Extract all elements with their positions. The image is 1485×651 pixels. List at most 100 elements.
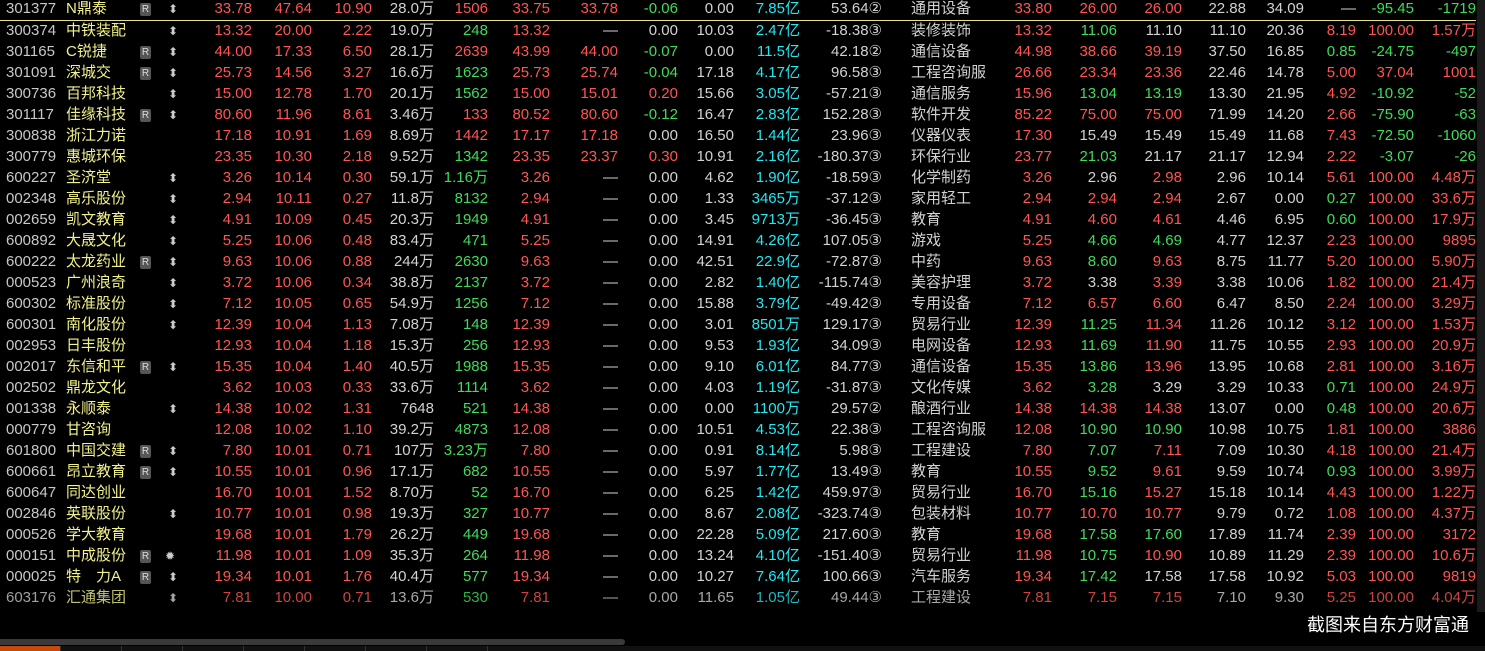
pe-cell: 22.38③	[831, 420, 882, 440]
tab[interactable]	[183, 646, 244, 651]
table-row[interactable]: 002502 鼎龙文化 3.62 10.03 0.33 33.6万 1114 3.62 — 0.0…	[0, 378, 1485, 399]
table-row[interactable]: 603176 汇通集团 ⬍ 7.81 10.00 0.71 13.6万 530 7.81 — 0.0…	[0, 588, 1485, 609]
volume: 39.2万	[389, 421, 434, 438]
tick-volume: 1949	[454, 211, 488, 228]
stock-name[interactable]: 英联股份	[66, 505, 127, 522]
volume: 38.8万	[389, 274, 434, 291]
table-row[interactable]: 000526 学大教育 19.68 10.01 1.79 26.2万 449 19.68 — 0.…	[0, 525, 1485, 546]
stock-name[interactable]: 南化股份	[66, 316, 127, 333]
stock-name[interactable]: 学大教育	[66, 526, 127, 543]
amplitude: 11.29	[1267, 547, 1304, 564]
table-row[interactable]: 002659 凯文教育 ⬍ 4.91 10.09 0.45 20.3万 1949 4.91 — 0.…	[0, 210, 1485, 231]
table-row[interactable]: 001338 永顺泰 ⬍ 14.38 10.02 1.31 7648 521 14.38 — 0.0…	[0, 399, 1485, 420]
horizontal-scrollbar[interactable]	[0, 639, 625, 645]
stock-name[interactable]: 同达创业	[66, 484, 127, 501]
table-row[interactable]: 600302 标准股份 ⬍ 7.12 10.05 0.65 54.9万 1256 7.12 — 0.…	[0, 294, 1485, 315]
stock-code: 603176	[6, 589, 57, 606]
table-row[interactable]: 301165 C锐捷 R ⬍ 44.00 17.33 6.50 28.1万 2639 43.99 4…	[0, 42, 1485, 63]
low-price: 26.00	[1079, 0, 1117, 17]
tab[interactable]	[427, 646, 488, 651]
stock-name[interactable]: 中国交建	[66, 442, 127, 459]
table-row[interactable]: 601800 中国交建 R ⬍ 7.80 10.01 0.71 107万 3.23万 7.80 — 0…	[0, 441, 1485, 462]
table-row[interactable]: 600661 昂立教育 R ⬍ 10.55 10.01 0.96 17.1万 682 10.55 —…	[0, 462, 1485, 483]
tab-active[interactable]	[0, 646, 61, 651]
table-row[interactable]: 000025 特 力A R ⬍ 19.34 10.01 1.76 40.4万 577 19.34 —…	[0, 567, 1485, 588]
high-price: 4.61	[1152, 211, 1182, 228]
stock-code: 002017	[6, 358, 57, 375]
change: 8.61	[342, 106, 372, 123]
change-pct: 12.78	[274, 85, 312, 102]
stock-name[interactable]: 昂立教育	[66, 463, 127, 480]
stock-name[interactable]: 百邦科技	[66, 85, 127, 102]
stock-name[interactable]: 鼎龙文化	[66, 379, 127, 396]
stock-name[interactable]: 广州浪奇	[66, 274, 127, 291]
table-row[interactable]: 600892 大晟文化 ⬍ 5.25 10.06 0.48 83.4万 471 5.25 — 0.0…	[0, 231, 1485, 252]
turnover: 0.00	[704, 43, 734, 60]
market-cap: 3465万	[751, 190, 800, 207]
stock-name[interactable]: 永顺泰	[66, 400, 112, 417]
table-row[interactable]: 000151 中成股份 R ✹ 11.98 10.01 1.09 35.3万 264 11.98 —…	[0, 546, 1485, 567]
table-row[interactable]: 301117 佳缘科技 R ⬍ 80.60 11.96 8.61 3.46万 133 80.52 8…	[0, 105, 1485, 126]
stock-name[interactable]: 特 力A	[66, 568, 122, 585]
amplitude: 8.50	[1274, 295, 1304, 312]
stock-name[interactable]: 中成股份	[66, 547, 127, 564]
table-row[interactable]: 002017 东信和平 R ⬍ 15.35 10.04 1.40 40.5万 1988 15.35…	[0, 357, 1485, 378]
bid-ask-ratio: 100.00	[1368, 526, 1414, 543]
table-row[interactable]: 000523 广州浪奇 ⬍ 3.72 10.06 0.34 38.8万 2137 3.72 — 0.…	[0, 273, 1485, 294]
tab[interactable]	[366, 646, 427, 651]
stock-name[interactable]: 深城交	[66, 64, 112, 81]
stock-code: 600302	[6, 295, 57, 312]
stock-name[interactable]: 中铁装配	[66, 22, 127, 39]
industry: 美容护理	[911, 274, 972, 291]
stock-name[interactable]: 大晟文化	[66, 232, 127, 249]
stock-name[interactable]: 凯文教育	[66, 211, 127, 228]
tab[interactable]	[305, 646, 366, 651]
change-pct: 10.30	[274, 148, 312, 165]
tab[interactable]	[61, 646, 122, 651]
stock-name[interactable]: 甘咨询	[66, 421, 112, 438]
stock-name[interactable]: 佳缘科技	[66, 106, 127, 123]
stock-name[interactable]: 汇通集团	[66, 589, 127, 606]
table-row[interactable]: 301091 深城交 R ⬍ 25.73 14.56 3.27 16.6万 1623 25.73 2…	[0, 63, 1485, 84]
table-row[interactable]: 600227 圣济堂 ⬍ 3.26 10.14 0.30 59.1万 1.16万 3.26 — 0.…	[0, 168, 1485, 189]
bid-ask-ratio: 100.00	[1368, 169, 1414, 186]
tab[interactable]	[244, 646, 305, 651]
table-row[interactable]: 002846 英联股份 ⬍ 10.77 10.01 0.98 19.3万 327 10.77 — 0…	[0, 504, 1485, 525]
vertical-scrollbar[interactable]	[1477, 0, 1485, 612]
bid-ask-diff: 20.9万	[1431, 337, 1476, 354]
table-row[interactable]: 301377 N鼎泰 R ⬍ 33.78 47.64 10.90 28.0万 1506 33.75…	[0, 0, 1485, 20]
speed: 0.00	[648, 169, 678, 186]
stock-name[interactable]: 东信和平	[66, 358, 127, 375]
stock-name[interactable]: 浙江力诺	[66, 127, 127, 144]
table-row[interactable]: 300736 百邦科技 ⬍ 15.00 12.78 1.70 20.1万 1562 15.00 1…	[0, 84, 1485, 105]
stock-name[interactable]: 高乐股份	[66, 190, 127, 207]
bid-ask-diff: 3886	[1442, 421, 1476, 438]
market-cap: 5.09亿	[755, 526, 800, 543]
table-row[interactable]: 300838 浙江力诺 17.18 10.91 1.69 8.69万 1442 17.17 17…	[0, 126, 1485, 147]
table-row[interactable]: 300374 中铁装配 ⬍ 13.32 20.00 2.22 19.0万 248 13.32 — 0…	[0, 21, 1485, 42]
stock-name[interactable]: C锐捷	[66, 43, 107, 60]
table-row[interactable]: 300779 惠城环保 23.35 10.30 2.18 9.52万 1342 23.35 23…	[0, 147, 1485, 168]
stock-name[interactable]: 惠城环保	[66, 148, 127, 165]
table-row[interactable]: 002953 日丰股份 12.93 10.04 1.18 15.3万 256 12.93 — 0.…	[0, 336, 1485, 357]
stock-name[interactable]: 圣济堂	[66, 169, 112, 186]
stock-name[interactable]: N鼎泰	[66, 0, 107, 17]
table-row[interactable]: 002348 高乐股份 ⬍ 2.94 10.11 0.27 11.8万 8132 2.94 — 0.…	[0, 189, 1485, 210]
stock-name[interactable]: 日丰股份	[66, 337, 127, 354]
table-row[interactable]: 600647 同达创业 16.70 10.01 1.52 8.70万 52 16.70 — 0.0…	[0, 483, 1485, 504]
table-row[interactable]: 000779 甘咨询 12.08 10.02 1.10 39.2万 4873 12.08 — 0.…	[0, 420, 1485, 441]
stock-name[interactable]: 标准股份	[66, 295, 127, 312]
speed: 0.00	[648, 547, 678, 564]
bid-ask-diff: 1.22万	[1431, 484, 1476, 501]
prev-close: 10.89	[1208, 547, 1246, 564]
change: 1.18	[342, 337, 372, 354]
pe-cell: 53.64②	[831, 0, 882, 19]
speed: -0.04	[643, 64, 678, 81]
table-row[interactable]: 600222 太龙药业 R ⬍ 9.63 10.06 0.88 244万 2630 9.63 — 0.…	[0, 252, 1485, 273]
stock-name[interactable]: 太龙药业	[66, 253, 127, 270]
industry: 通信设备	[911, 43, 972, 60]
tab[interactable]	[122, 646, 183, 651]
prev-close: 9.59	[1216, 463, 1246, 480]
table-row[interactable]: 600301 南化股份 ⬍ 12.39 10.04 1.13 7.08万 148 12.39 — 0…	[0, 315, 1485, 336]
pe-ratio: 96.58	[831, 64, 869, 81]
